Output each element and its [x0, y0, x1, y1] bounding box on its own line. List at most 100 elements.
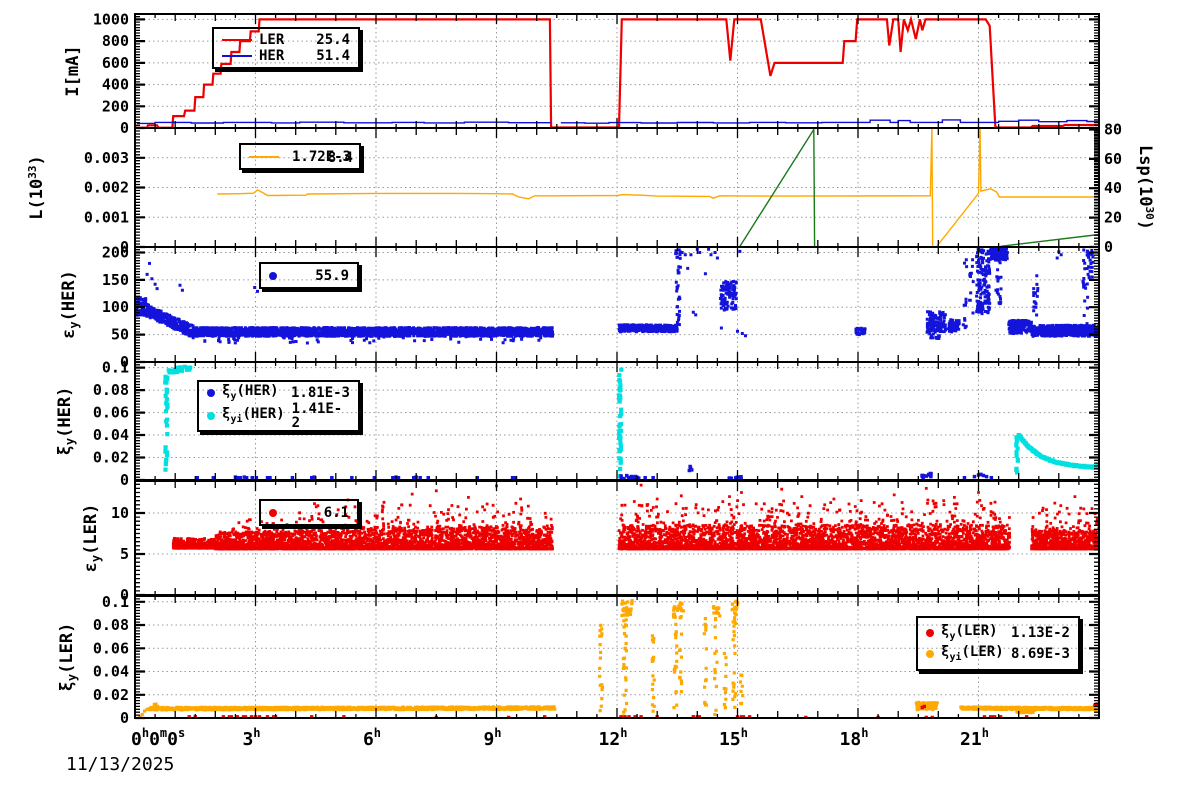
svg-text:5: 5: [120, 545, 129, 563]
svg-text:60: 60: [1104, 150, 1122, 168]
p2-ytick-labels: 0 0.001 0.002 0.003 0 20 40 60 80: [84, 120, 1122, 256]
date-label: 11/13/2025: [66, 754, 175, 775]
ler-current-line: [135, 15, 1099, 128]
svg-text:100: 100: [102, 298, 129, 316]
legend-row-her: HER 51.4: [222, 49, 350, 63]
xiy-ler-value: 1.13E-2: [1010, 624, 1070, 641]
her-current-line: [137, 119, 1099, 125]
legend-row-ey-ler: 6.1: [269, 506, 349, 520]
xiyi-her-dot-swatch: [207, 411, 215, 420]
svg-text:0: 0: [120, 709, 129, 727]
ey-her-value: 55.9: [315, 267, 349, 284]
p1-y-axis-title: I[mA]: [63, 45, 83, 96]
xiy-her-label: ξy(HER): [222, 383, 279, 402]
her-line-swatch: [222, 55, 252, 57]
svg-text:40: 40: [1104, 179, 1122, 197]
her-label: HER: [259, 48, 285, 64]
legend-xi-ler: ξy(LER) 1.13E-2 ξyi(LER) 8.69E-3: [916, 616, 1080, 671]
svg-text:0.06: 0.06: [93, 404, 129, 422]
ler-value: 25.4: [316, 32, 350, 48]
panel-p6: 0 0.02 0.04 0.06 0.08 0.1 ξy​(LER): [57, 593, 1100, 727]
p6-y-axis-title: ξy​(LER): [57, 623, 79, 692]
xiyi-ler-dot-swatch: [926, 650, 934, 659]
ey-her-dot-swatch: [269, 271, 277, 280]
ey-ler-scatter: [171, 483, 1099, 551]
ler-line-swatch: [222, 39, 252, 41]
svg-text:0.06: 0.06: [93, 639, 129, 657]
panel-p2: 0 0.001 0.002 0.003 0 20 40 60 80 L(1033​) Lsp(103…: [26, 120, 1156, 256]
ey-ler-value: 6.1: [323, 504, 349, 521]
xiy-her-scatter: [195, 464, 994, 480]
svg-text:0.04: 0.04: [93, 426, 129, 444]
legend-row-xiyi-her: ξyi(HER) 1.41E-2: [207, 402, 350, 430]
p2-y-axis-title: L(1033​): [26, 155, 47, 219]
svg-text:0: 0: [120, 586, 129, 604]
svg-text:0.002: 0.002: [84, 179, 129, 197]
svg-text:18h​: 18h​: [840, 726, 869, 750]
xiy-ler-dot-swatch: [926, 628, 934, 637]
xiyi-ler-label: ξyi(LER): [941, 644, 1004, 664]
svg-text:50: 50: [111, 326, 129, 344]
xiyi-her-label: ξyi(HER): [222, 405, 285, 425]
legend-row-xiy-ler: ξy(LER) 1.13E-2: [926, 624, 1070, 642]
luminosity-line-swatch: [249, 155, 279, 158]
svg-text:0.1: 0.1: [102, 593, 129, 611]
legend-row-xiy-her: ξy(HER) 1.81E-3: [207, 384, 350, 402]
panel-p3: 0 50 100 150 200 εy​(HER): [59, 243, 1100, 371]
p4-ytick-labels: 0 0.02 0.04 0.06 0.08 0.1: [93, 359, 129, 489]
svg-text:0.02: 0.02: [93, 686, 129, 704]
ler-label: LER: [259, 32, 285, 48]
svg-text:0.1: 0.1: [102, 359, 129, 377]
legend-row-xiyi-ler: ξyi(LER) 8.69E-3: [926, 645, 1070, 663]
legend-xi-her: ξy(HER) 1.81E-3 ξyi(HER) 1.41E-2: [197, 380, 360, 432]
legend-luminosity: 1.72E-3 8.4: [239, 143, 361, 170]
svg-text:600: 600: [102, 54, 129, 72]
svg-text:80: 80: [1104, 120, 1122, 138]
xiy-her-dot-swatch: [207, 388, 215, 397]
p3-ytick-labels: 0 50 100 150 200: [102, 243, 129, 371]
xiy-her-value: 1.81E-3: [290, 384, 350, 401]
luminosity-value: 1.72E-3: [291, 148, 351, 165]
svg-text:0.003: 0.003: [84, 149, 129, 167]
svg-text:200: 200: [102, 97, 129, 115]
legend-ey-her: 55.9: [259, 262, 359, 289]
svg-text:12h​: 12h​: [599, 726, 628, 750]
p3-y-axis-title: εy​(HER): [59, 270, 81, 339]
luminosity-value-wrap: 1.72E-3 8.4: [291, 148, 353, 165]
svg-text:0: 0: [120, 353, 129, 371]
svg-text:0.001: 0.001: [84, 208, 129, 226]
p6-ytick-labels: 0 0.02 0.04 0.06 0.08 0.1: [93, 593, 129, 727]
xiyi-ler-scatter: [138, 599, 1099, 718]
svg-text:0.02: 0.02: [93, 449, 129, 467]
svg-text:0.08: 0.08: [93, 616, 129, 634]
legend-row-ey-her: 55.9: [269, 269, 349, 283]
ey-her-scatter: [135, 247, 1099, 345]
xiyi-her-value: 1.41E-2: [291, 400, 343, 431]
xiy-ler-label: ξy(LER): [941, 622, 998, 642]
svg-text:0: 0: [120, 238, 129, 256]
p5-y-axis-title: εy​(LER): [81, 504, 103, 573]
legend-beam-current: LER 25.4 HER 51.4: [212, 27, 360, 69]
x-axis-labels: 0h​0m​0s​ 3h​ 6h​ 9h​ 12h​ 15h​ 18h​ 21h​: [131, 726, 989, 750]
svg-text:200: 200: [102, 243, 129, 261]
p4-y-axis-title: ξy​(HER): [55, 387, 77, 456]
legend-ey-ler: 6.1: [259, 499, 359, 526]
panel-p5: 0 5 10 εy​(LER): [81, 480, 1100, 604]
svg-text:20: 20: [1104, 209, 1122, 227]
p6-major-ticks: [135, 600, 1099, 720]
legend-row-ler: LER 25.4: [222, 33, 350, 47]
svg-text:0: 0: [120, 471, 129, 489]
svg-text:21h​: 21h​: [960, 726, 989, 750]
svg-text:15h​: 15h​: [719, 726, 748, 750]
svg-text:9h​: 9h​: [483, 726, 501, 750]
svg-text:0.08: 0.08: [93, 381, 129, 399]
legend-row-luminosity: 1.72E-3 8.4: [249, 148, 353, 165]
svg-text:10: 10: [111, 504, 129, 522]
svg-text:0: 0: [120, 119, 129, 137]
svg-text:1000: 1000: [93, 10, 129, 28]
p1-ytick-labels: 0 200 400 600 800 1000: [93, 10, 129, 137]
svg-text:0.04: 0.04: [93, 663, 129, 681]
svg-text:0: 0: [1104, 238, 1113, 256]
